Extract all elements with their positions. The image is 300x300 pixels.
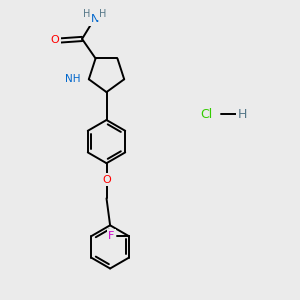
Text: O: O [51, 35, 59, 46]
Text: O: O [102, 175, 111, 185]
Text: H: H [238, 107, 247, 121]
Text: N: N [91, 14, 99, 24]
Text: H: H [83, 9, 91, 19]
Text: NH: NH [65, 74, 80, 84]
Text: F: F [108, 231, 115, 241]
Text: H: H [99, 9, 106, 19]
Text: Cl: Cl [200, 107, 212, 121]
